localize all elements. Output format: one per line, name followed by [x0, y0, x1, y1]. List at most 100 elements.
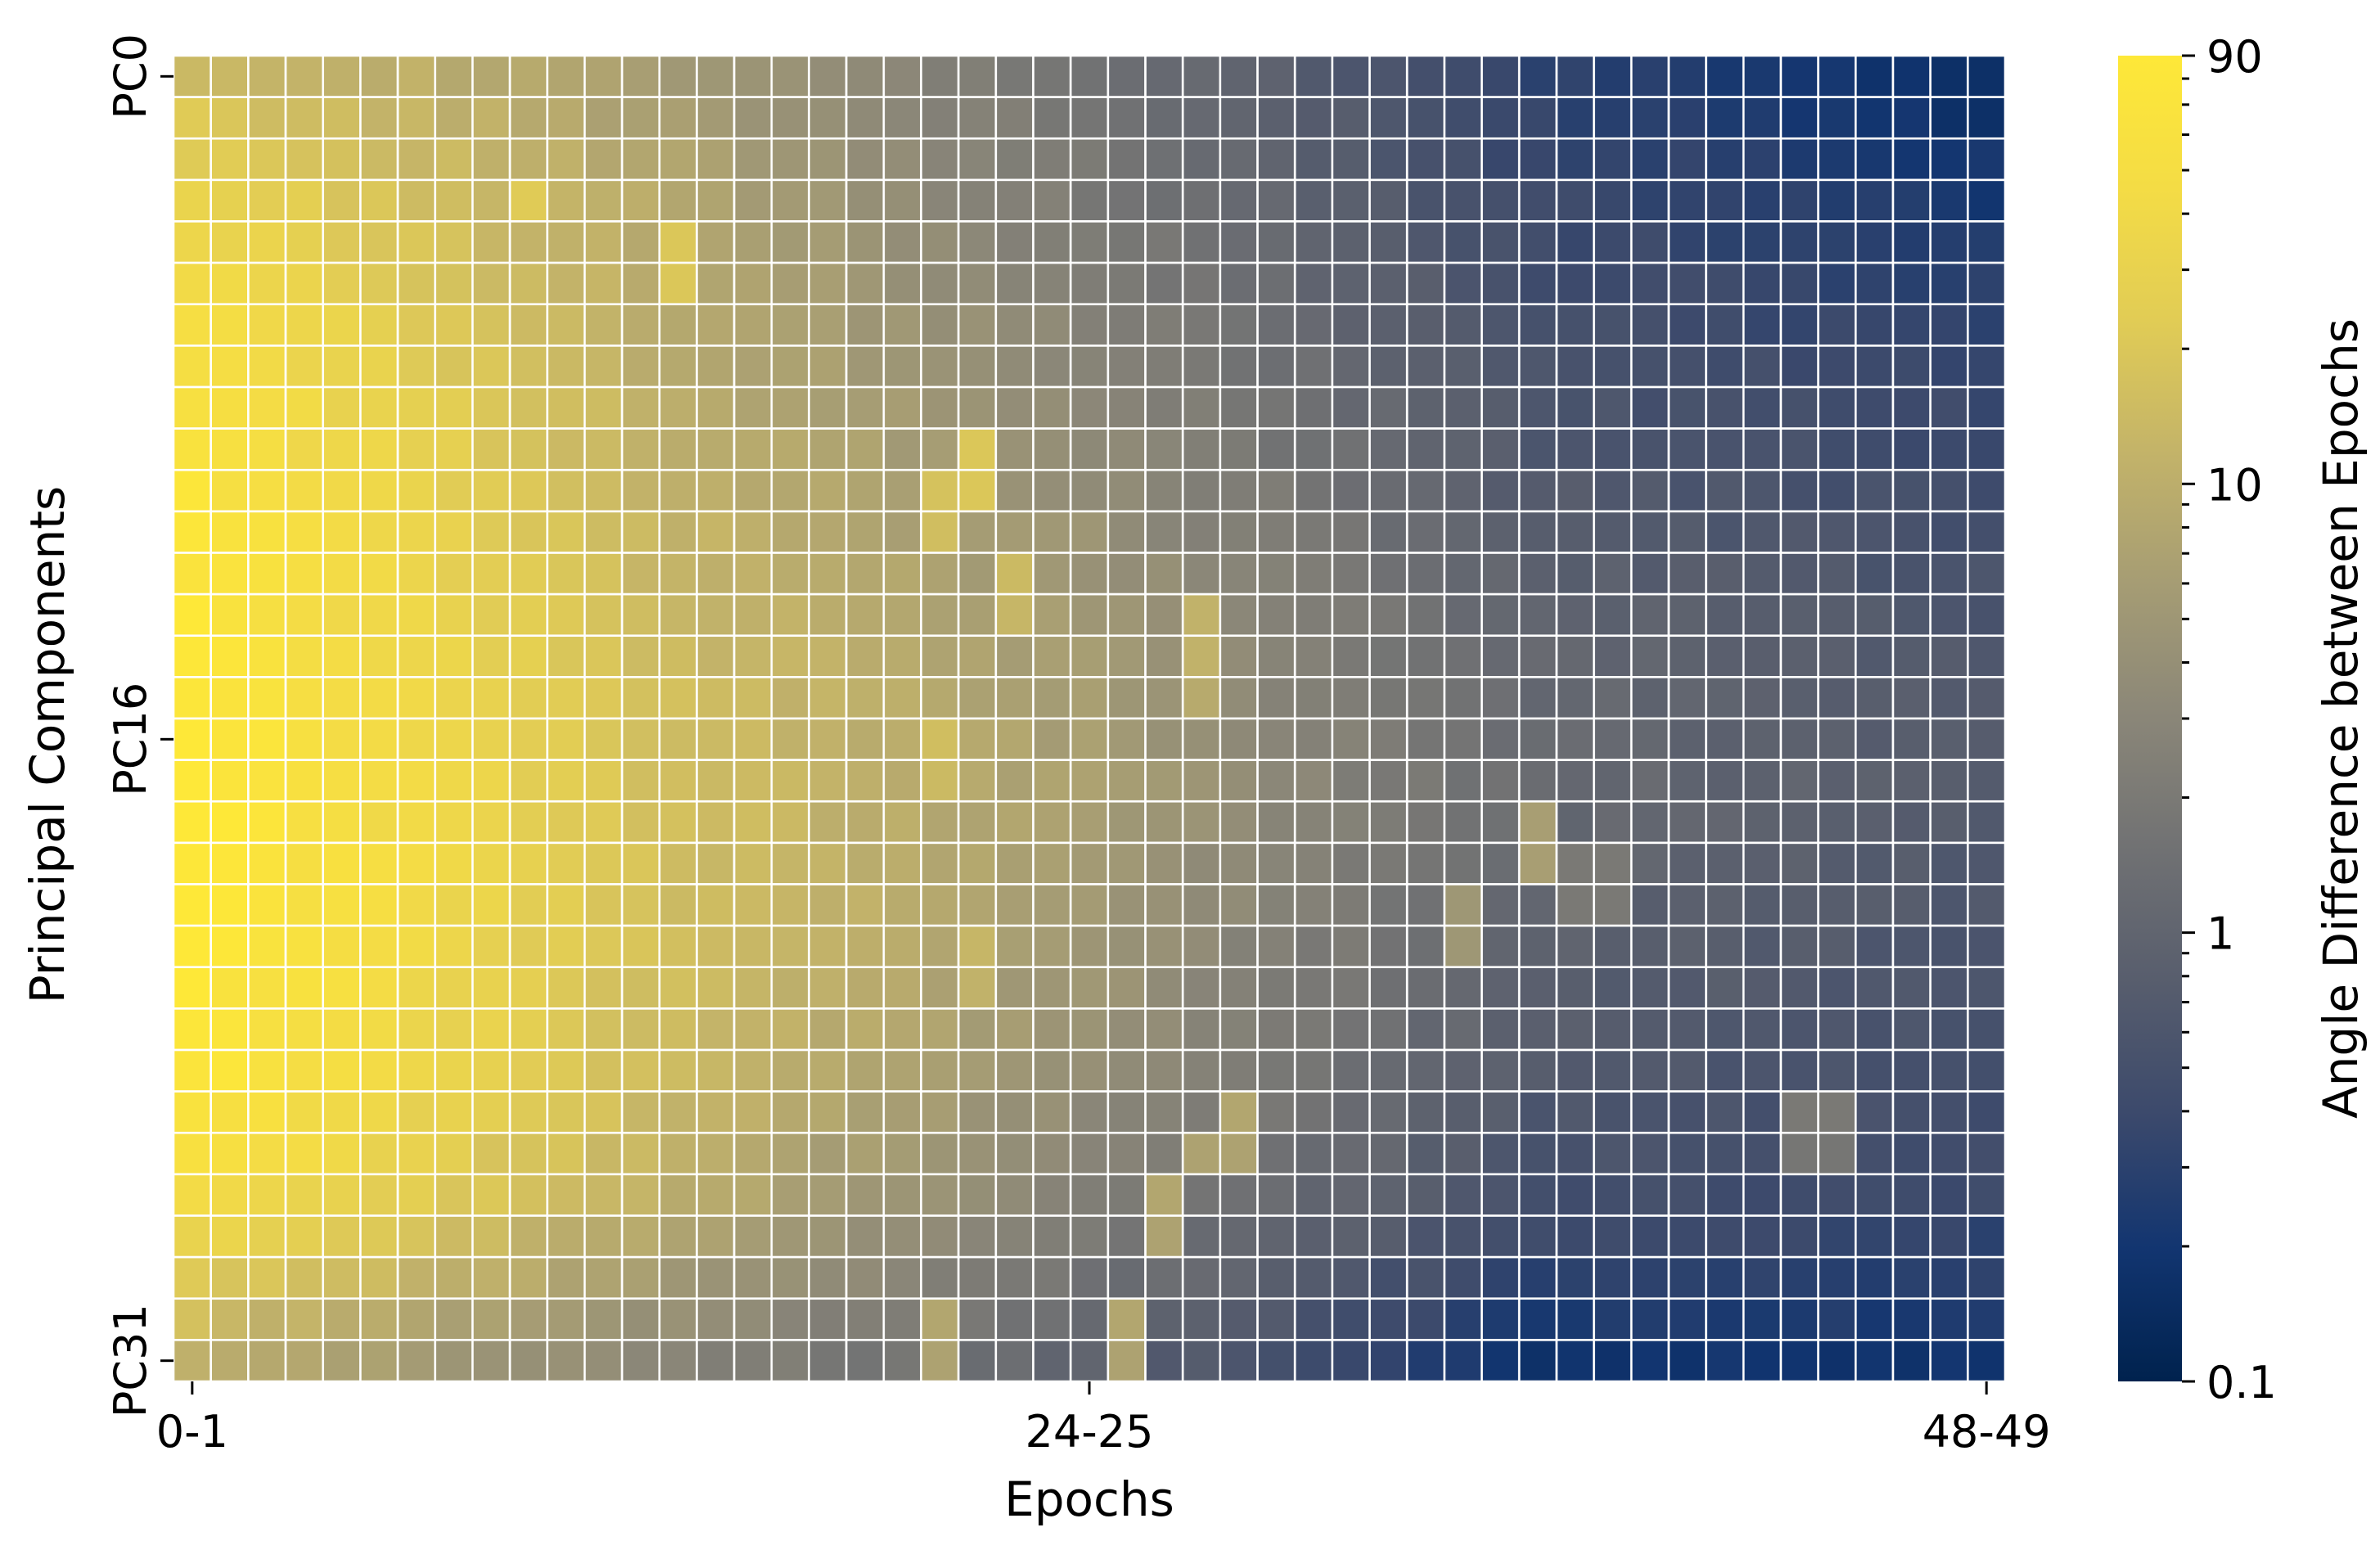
heatmap-cell	[1405, 261, 1446, 306]
heatmap-cell	[1293, 1339, 1334, 1383]
colorbar-tick-label: 1	[2206, 908, 2234, 960]
heatmap-cell	[546, 552, 586, 596]
heatmap-cell	[1368, 676, 1409, 720]
heatmap-cell	[1032, 841, 1072, 885]
heatmap-cell	[1667, 593, 1707, 638]
heatmap-cell	[770, 676, 810, 720]
heatmap-cell	[1517, 759, 1558, 803]
heatmap-cell	[957, 1048, 998, 1093]
heatmap-cell	[1742, 220, 1783, 264]
heatmap-cell	[1667, 1173, 1707, 1217]
heatmap-cell	[1107, 345, 1147, 389]
heatmap-cell	[1855, 593, 1895, 638]
heatmap-cell	[1705, 759, 1745, 803]
heatmap-cell	[658, 841, 698, 885]
heatmap-cell	[434, 966, 474, 1010]
heatmap-cell	[1967, 261, 2007, 306]
heatmap-cell	[1481, 1339, 1521, 1383]
heatmap-cell	[359, 1090, 399, 1134]
heatmap-cell	[1481, 468, 1521, 513]
heatmap-cell	[1032, 924, 1072, 969]
heatmap-cell	[396, 96, 437, 140]
heatmap-cell	[508, 634, 549, 678]
heatmap-cell	[1331, 137, 1371, 182]
heatmap-cell	[1443, 1339, 1483, 1383]
heatmap-cell	[1593, 220, 1633, 264]
heatmap-cell	[1855, 220, 1895, 264]
heatmap-cell	[172, 883, 212, 927]
heatmap-cell	[1593, 1255, 1633, 1300]
heatmap-cell	[359, 54, 399, 98]
heatmap-cell	[1817, 717, 1857, 761]
heatmap-cell	[1405, 137, 1446, 182]
heatmap-cell	[247, 96, 287, 140]
heatmap-cell	[508, 178, 549, 223]
heatmap-cell	[732, 552, 773, 596]
heatmap-cell	[284, 676, 324, 720]
heatmap-cell	[1742, 1297, 1783, 1341]
heatmap-cell	[1405, 883, 1446, 927]
heatmap-cell	[808, 1173, 848, 1217]
heatmap-cell	[920, 1173, 960, 1217]
heatmap-cell	[1256, 1131, 1296, 1176]
heatmap-cell	[1107, 1131, 1147, 1176]
heatmap-cell	[1144, 883, 1184, 927]
heatmap-cell	[546, 54, 586, 98]
heatmap-cell	[1331, 924, 1371, 969]
heatmap-cell	[1742, 303, 1783, 347]
heatmap-cell	[247, 137, 287, 182]
heatmap-cell	[1967, 137, 2007, 182]
heatmap-cell	[322, 1131, 362, 1176]
heatmap-cell	[508, 261, 549, 306]
heatmap-cell	[284, 220, 324, 264]
heatmap-cell	[546, 1007, 586, 1052]
heatmap-cell	[434, 1214, 474, 1259]
heatmap-cell	[696, 634, 736, 678]
heatmap-cell	[396, 759, 437, 803]
heatmap-cell	[584, 924, 624, 969]
heatmap-cell	[1817, 552, 1857, 596]
heatmap-cell	[696, 593, 736, 638]
heatmap-cell	[1967, 800, 2007, 845]
heatmap-cell	[1331, 1173, 1371, 1217]
heatmap-cell	[1779, 1297, 1819, 1341]
heatmap-cell	[1817, 427, 1857, 471]
heatmap-cell	[620, 137, 661, 182]
heatmap-cell	[322, 1297, 362, 1341]
heatmap-cell	[1593, 1048, 1633, 1093]
heatmap-cell	[1891, 427, 1931, 471]
heatmap-cell	[1219, 178, 1259, 223]
heatmap-cell	[1144, 1090, 1184, 1134]
heatmap-cell	[1293, 1048, 1334, 1093]
heatmap-cell	[247, 261, 287, 306]
heatmap-cell	[247, 1173, 287, 1217]
heatmap-cell	[1069, 1173, 1110, 1217]
heatmap-cell	[620, 924, 661, 969]
heatmap-cell	[957, 966, 998, 1010]
heatmap-cell	[1144, 220, 1184, 264]
heatmap-cell	[1555, 800, 1595, 845]
heatmap-cell	[172, 385, 212, 430]
heatmap-cell	[1331, 1214, 1371, 1259]
heatmap-cell	[1032, 1297, 1072, 1341]
heatmap-cell	[1742, 717, 1783, 761]
heatmap-cell	[1032, 345, 1072, 389]
heatmap-cell	[1855, 1090, 1895, 1134]
heatmap-cell	[1891, 510, 1931, 554]
heatmap-cell	[658, 385, 698, 430]
heatmap-cell	[1069, 634, 1110, 678]
heatmap-cell	[1517, 510, 1558, 554]
heatmap-cell	[620, 220, 661, 264]
heatmap-cell	[1779, 717, 1819, 761]
heatmap-cell	[434, 220, 474, 264]
heatmap-cell	[1481, 427, 1521, 471]
heatmap-cell	[546, 178, 586, 223]
heatmap-cell	[1517, 1048, 1558, 1093]
heatmap-cell	[1481, 634, 1521, 678]
heatmap-cell	[1443, 883, 1483, 927]
heatmap-cell	[732, 137, 773, 182]
heatmap-cell	[770, 924, 810, 969]
heatmap-cell	[471, 1131, 512, 1176]
heatmap-cell	[732, 468, 773, 513]
heatmap-cell	[1481, 261, 1521, 306]
